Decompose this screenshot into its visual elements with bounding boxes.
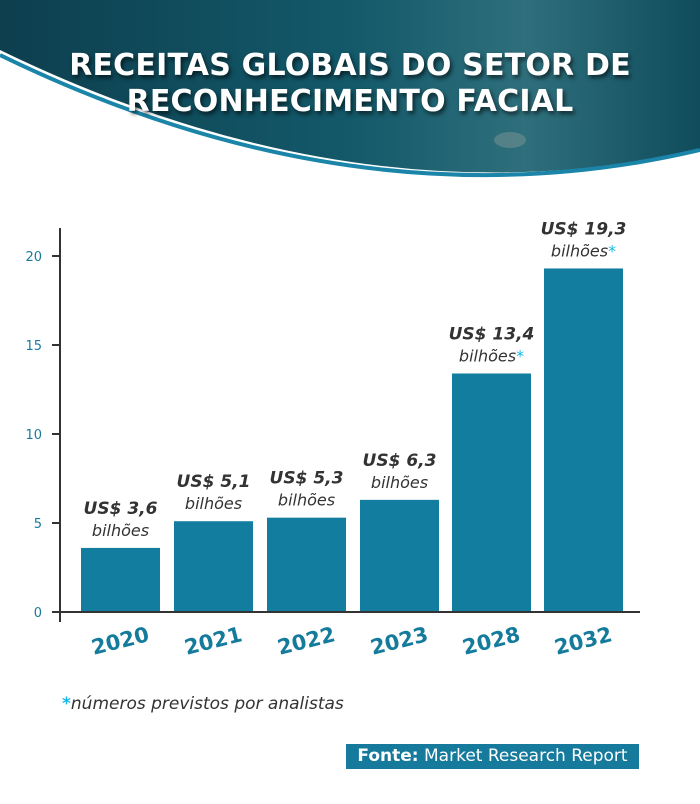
x-tick-label: 2020 bbox=[89, 622, 152, 659]
value-label: US$ 5,1 bbox=[177, 472, 251, 492]
x-tick-label: 2022 bbox=[275, 622, 338, 659]
unit-label: bilhões* bbox=[551, 241, 616, 260]
bar-2028 bbox=[452, 373, 531, 612]
header-banner bbox=[0, 0, 700, 178]
bar-2020 bbox=[81, 547, 160, 612]
y-tick-label: 0 bbox=[34, 606, 42, 621]
footnote-marker: * bbox=[62, 694, 71, 714]
bar-2023 bbox=[360, 499, 439, 612]
y-tick-label: 20 bbox=[25, 250, 42, 265]
source-label: Fonte: bbox=[357, 746, 419, 766]
unit-label: bilhões bbox=[278, 491, 335, 510]
footnote-text: números previstos por analistas bbox=[70, 694, 344, 714]
y-tick-label: 15 bbox=[25, 339, 42, 354]
bar-chart: 0 5 10 15 20 US$ 3,6 bilhões 2020 US$ 5,1 bilhões… bbox=[25, 219, 640, 660]
forecast-marker: * bbox=[608, 241, 616, 260]
source-text: Market Research Report bbox=[424, 746, 628, 766]
x-tick-label: 2028 bbox=[460, 622, 523, 659]
x-tick-label: 2021 bbox=[182, 622, 245, 659]
bar-2032 bbox=[544, 268, 623, 612]
bar-2021 bbox=[174, 521, 253, 612]
header-background bbox=[0, 0, 700, 173]
header-curve bbox=[0, 53, 700, 178]
value-label: US$ 3,6 bbox=[84, 499, 158, 519]
value-label: US$ 5,3 bbox=[270, 469, 344, 489]
footnote: *números previstos por analistas bbox=[62, 694, 344, 714]
page-title: RECEITAS GLOBAIS DO SETOR DE RECONHECIME… bbox=[0, 48, 700, 120]
y-tick-label: 5 bbox=[34, 517, 42, 532]
value-label: US$ 6,3 bbox=[363, 451, 437, 471]
y-tick-label: 10 bbox=[25, 428, 42, 443]
x-tick-label: 2023 bbox=[368, 622, 431, 659]
source-badge: Fonte: Market Research Report bbox=[346, 744, 639, 769]
value-label: US$ 13,4 bbox=[449, 324, 535, 344]
unit-label: bilhões* bbox=[459, 346, 524, 365]
title-line-2: RECONHECIMENTO FACIAL bbox=[126, 84, 574, 119]
unit-label: bilhões bbox=[92, 521, 149, 540]
unit-label: bilhões bbox=[185, 494, 242, 513]
forecast-marker: * bbox=[516, 346, 524, 365]
title-line-1: RECEITAS GLOBAIS DO SETOR DE bbox=[69, 48, 631, 83]
bar-2022 bbox=[267, 517, 346, 612]
x-tick-label: 2032 bbox=[552, 622, 615, 659]
value-label: US$ 19,3 bbox=[541, 219, 627, 239]
face-eye bbox=[494, 132, 526, 148]
unit-label: bilhões bbox=[371, 473, 428, 492]
